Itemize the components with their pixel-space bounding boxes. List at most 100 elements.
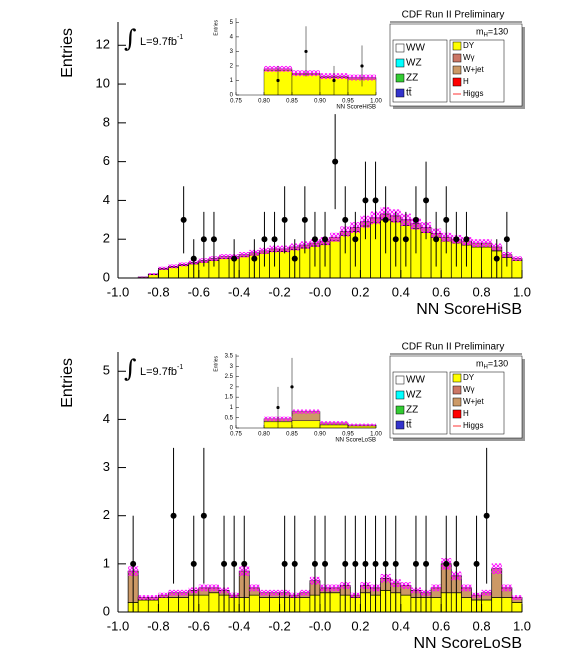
y-tick-label: 3 [230,364,234,370]
data-point [301,216,308,223]
bar [420,232,432,279]
data-point [360,64,364,68]
x-tick-label: 0.2 [351,618,369,633]
x-tick-label: -0.2 [268,284,290,299]
data-point [493,255,500,262]
data-point [290,385,294,389]
legend-column-frame [449,371,505,435]
uncertainty-band [148,273,159,276]
x-tick-label: 0.8 [473,618,491,633]
inset-background [214,350,384,446]
lumi-symbol: ∫ [124,355,137,383]
bar [501,597,513,613]
y-tick-label: 12 [96,37,110,52]
mass-label: m [476,358,484,368]
data-point [210,236,217,243]
data-point [453,560,460,567]
bar [178,265,190,279]
data-point [342,216,349,223]
data-point [281,216,288,223]
legend-swatch [395,43,405,53]
legend-label: WW [406,375,425,386]
lumi-superscript: -1 [177,364,183,371]
y-tick-label: 0 [103,269,110,284]
y-tick-label: 1 [230,78,234,84]
uncertainty-band [239,252,250,258]
bar [137,599,149,613]
x-axis-label: NN ScoreLoSB [335,438,376,444]
y-tick-label: 5 [103,363,110,378]
data-point [190,560,197,567]
x-axis-label: NN ScoreHiSB [416,301,522,318]
legend-swatch [452,41,462,51]
bar [259,597,270,613]
legend-swatch [395,88,405,98]
legend-label: ZZ [406,73,418,84]
uncertainty-band [249,584,260,592]
x-tick-label: 1.0 [513,618,531,633]
x-axis-label: NN ScoreLoSB [414,635,523,652]
x-tick-label: 0.6 [432,284,450,299]
x-tick-label: -0.2 [268,618,290,633]
legend-swatch [395,405,405,415]
bar [168,597,179,613]
legend-label: W+jet [463,397,484,406]
data-point [453,236,460,243]
legend-label: W+jet [463,65,484,74]
bar [329,592,341,613]
legend-swatch [395,390,405,400]
uncertainty-band [138,595,149,600]
data-point [311,236,318,243]
legend-swatch [452,385,462,395]
bar [299,597,311,613]
mass-subscript: H [484,365,488,371]
x-tick-label: 1.00 [370,99,382,105]
legend-column-frame [392,371,448,435]
legend-label: ZZ [406,405,418,416]
uncertainty-band [269,589,280,596]
data-point [352,560,359,567]
uncertainty-band [292,409,320,414]
legend-label: DY [463,373,475,382]
legend-label: tt̄ [406,418,412,430]
y-tick-label: 2 [103,507,110,522]
data-point [392,560,399,567]
data-point [261,236,268,243]
legend-swatch [395,375,405,385]
data-point [503,236,510,243]
y-tick-label: 0 [103,603,110,618]
bar [291,74,321,96]
legend-label: tt̄ [406,86,412,98]
uncertainty-band [348,423,376,427]
uncertainty-band [178,589,189,596]
legend-swatch [395,420,405,430]
x-tick-label: -0.0 [309,618,331,633]
data-point [322,236,329,243]
legend-column-frame [392,39,448,103]
bar [178,597,190,613]
data-point [372,560,379,567]
legend-label: Wγ [463,385,475,394]
data-point [352,236,359,243]
data-point [412,216,419,223]
y-tick-label: 6 [103,153,110,168]
bar [269,597,280,613]
y-tick-label: 2 [230,384,234,390]
uncertainty-band [481,239,492,247]
legend-column-frame [449,39,505,103]
y-tick-label: 3 [230,49,234,55]
y-tick-label: 1.5 [225,395,234,401]
lumi-superscript: -1 [177,34,183,41]
legend-swatch [452,77,462,87]
bar [208,592,220,613]
bar [198,594,210,613]
bar [158,597,169,613]
y-axis-label: Entries [213,20,219,36]
legend-label: Wγ [463,53,475,62]
data-point [251,255,258,262]
y-tick-label: 1 [103,555,110,570]
uncertainty-band [461,584,472,592]
x-tick-label: -0.6 [188,284,210,299]
chart-title: CDF Run II Preliminary [402,342,505,353]
